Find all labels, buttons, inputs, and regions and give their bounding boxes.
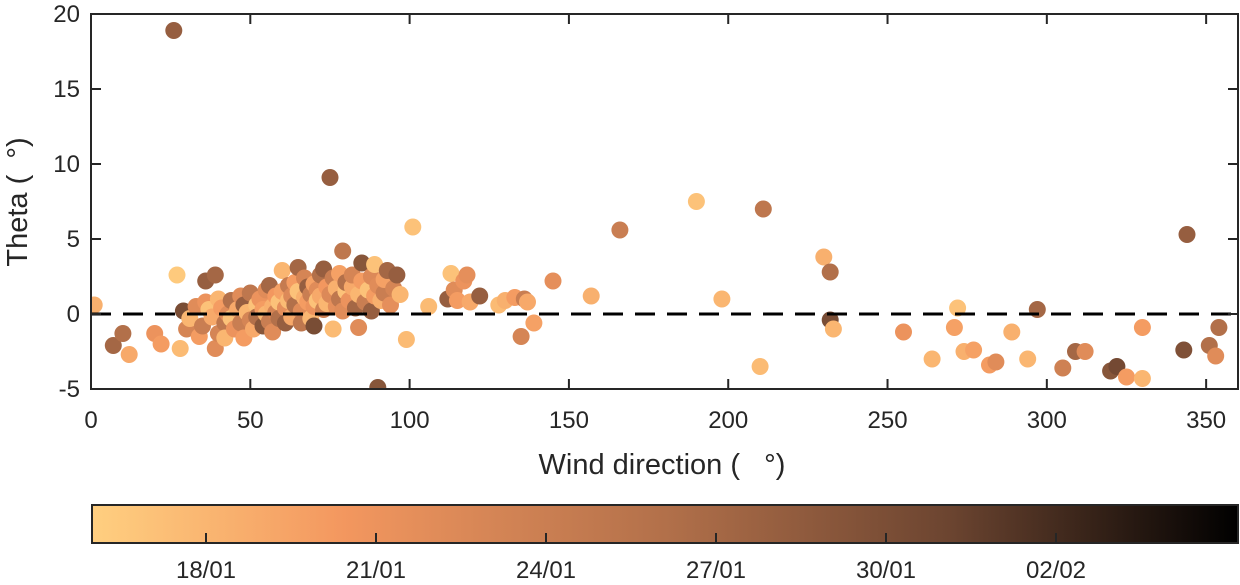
data-point: [171, 340, 189, 357]
colorbar-tick-label: 21/01: [346, 557, 406, 584]
data-point: [987, 353, 1005, 371]
data-point: [420, 298, 438, 315]
data-point: [305, 317, 323, 335]
data-point: [754, 200, 772, 218]
data-point: [1178, 226, 1196, 243]
data-point: [388, 266, 406, 284]
data-point: [273, 262, 291, 279]
data-point: [114, 325, 132, 342]
y-tick-label: 20: [53, 1, 80, 28]
y-axis-ticks: -5 0 5 10 15 20: [53, 1, 1238, 403]
data-point: [512, 328, 530, 345]
colorbar-tick-label: 18/01: [176, 557, 236, 584]
data-point: [168, 266, 186, 284]
data-point: [369, 379, 387, 389]
x-tick-label: 50: [237, 407, 264, 434]
colorbar-tick-label: 02/02: [1026, 557, 1086, 584]
data-point: [120, 346, 138, 363]
data-point: [949, 299, 967, 317]
data-point: [152, 335, 170, 353]
data-point: [321, 169, 339, 186]
x-tick-label: 350: [1186, 407, 1226, 434]
data-point: [91, 296, 103, 314]
data-point: [1118, 368, 1135, 386]
y-axis-label: Theta ( °): [2, 137, 34, 266]
x-tick-label: 150: [549, 407, 589, 434]
data-point: [1054, 359, 1072, 377]
x-axis-ticks: 0 50 100 150 200 250 300 350: [84, 14, 1226, 434]
y-tick-label: 0: [67, 301, 80, 328]
data-point: [366, 256, 384, 273]
data-point: [324, 320, 342, 338]
data-point: [582, 287, 600, 305]
data-point: [519, 293, 536, 311]
data-point: [1207, 347, 1225, 365]
x-tick-label: 200: [708, 407, 748, 434]
data-point: [471, 287, 489, 305]
data-point: [1175, 341, 1193, 359]
plot-frame: [90, 13, 1239, 390]
data-point: [353, 254, 371, 272]
x-tick-label: 300: [1027, 407, 1067, 434]
data-point: [448, 292, 466, 309]
data-point: [965, 341, 983, 359]
data-point: [713, 290, 731, 308]
x-axis-label: Wind direction ( °): [539, 449, 786, 481]
y-tick-label: -5: [59, 376, 80, 403]
data-point: [397, 331, 415, 348]
scatter-points: [91, 22, 1228, 389]
data-point: [1076, 343, 1094, 360]
data-point: [815, 248, 833, 266]
y-tick-label: 5: [67, 226, 80, 253]
data-point: [104, 337, 122, 354]
x-tick-label: 0: [84, 407, 97, 434]
data-point: [442, 265, 460, 282]
data-point: [1210, 319, 1228, 336]
y-tick-label: 15: [53, 76, 80, 103]
data-point: [165, 22, 183, 39]
data-point: [458, 266, 476, 284]
data-point: [1133, 319, 1151, 336]
data-point: [821, 263, 839, 281]
colorbar-tick-label: 27/01: [686, 557, 746, 584]
data-point: [1019, 350, 1037, 368]
data-point: [404, 218, 422, 236]
data-point: [751, 358, 769, 375]
data-point: [945, 319, 963, 336]
colorbar: [91, 504, 1239, 544]
colorbar-ticks: 18/01 21/01 24/01 27/01 30/01 02/02: [176, 533, 1086, 584]
data-point: [1133, 370, 1151, 387]
data-point: [544, 272, 562, 290]
colorbar-tick-label: 30/01: [856, 557, 916, 584]
data-point: [334, 242, 352, 260]
x-tick-label: 100: [390, 407, 430, 434]
x-tick-label: 250: [868, 407, 908, 434]
data-point: [206, 266, 224, 284]
data-point: [391, 286, 409, 303]
data-point: [264, 323, 282, 341]
data-point: [895, 323, 912, 341]
data-point: [687, 193, 705, 210]
data-point: [350, 319, 368, 336]
data-point: [611, 221, 629, 239]
colorbar-tick-label: 24/01: [516, 557, 576, 584]
data-point: [1003, 323, 1021, 341]
y-tick-label: 10: [53, 151, 80, 178]
data-point: [923, 350, 941, 368]
data-point: [824, 320, 842, 338]
data-point: [525, 314, 543, 332]
